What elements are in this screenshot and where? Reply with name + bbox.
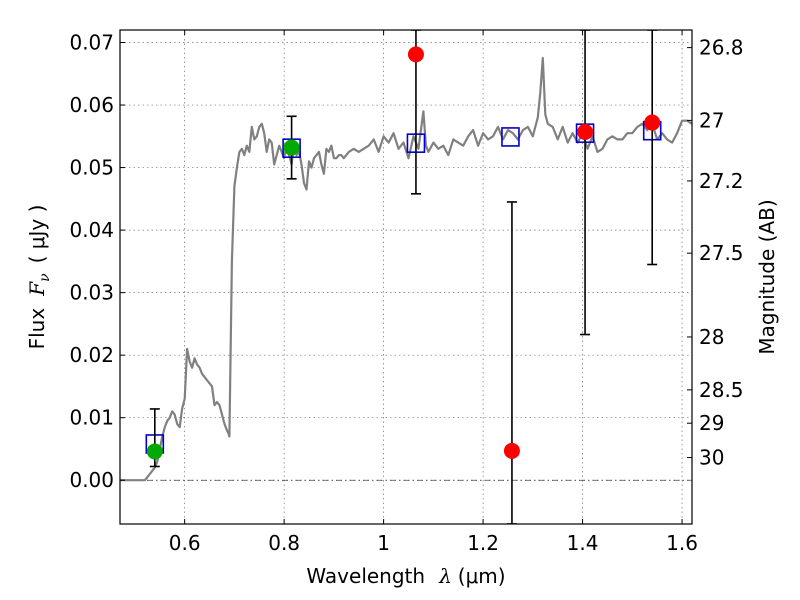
y2-tick-label: 29 [699, 411, 724, 435]
y2-tick-label: 26.8 [699, 36, 744, 60]
y2-tick-label: 30 [699, 446, 724, 470]
x-tick-label: 0.6 [169, 531, 201, 555]
y-tick-label: 0.04 [69, 218, 114, 242]
y2-tick-label: 27.2 [699, 169, 744, 193]
detection-point [283, 139, 300, 156]
y-tick-label: 0.00 [69, 468, 114, 492]
y-tick-label: 0.02 [69, 343, 114, 367]
nondetection-point [503, 442, 520, 459]
x-tick-label: 1.6 [666, 531, 698, 555]
y2-axis-label: Magnitude (AB) [755, 199, 779, 354]
y-tick-label: 0.01 [69, 406, 114, 430]
x-tick-label: 1.2 [467, 531, 499, 555]
y-tick-label: 0.03 [69, 281, 114, 305]
axes: 0.6 0.8 1 1.2 1.4 1.6 0.00 0.01 0.02 0.03 0.04 0.05… [69, 30, 744, 555]
plot-area [120, 30, 692, 524]
y-tick-label: 0.06 [69, 93, 114, 117]
plot-frame [119, 29, 693, 525]
nondetection-point [644, 114, 661, 131]
x-axis-label: Wavelength λ (μm) [306, 564, 505, 588]
model-square-marker [501, 127, 520, 147]
y-tick-label: 0.05 [69, 156, 114, 180]
y-axis-label: FluxFν( μJy ) [25, 205, 53, 350]
y2-tick-label: 28.5 [699, 378, 744, 402]
nondetection-point [407, 46, 424, 63]
x-tick-label: 0.8 [268, 531, 300, 555]
y2-tick-label: 28 [699, 325, 724, 349]
nondetection-point [577, 123, 594, 140]
detection-point [146, 443, 163, 460]
spectrum-line [120, 56, 692, 482]
x-tick-label: 1.4 [567, 531, 599, 555]
y-tick-label: 0.07 [69, 31, 114, 55]
y2-tick-label: 27 [699, 108, 724, 132]
y2-tick-label: 27.5 [699, 241, 744, 265]
x-tick-label: 1 [377, 531, 390, 555]
